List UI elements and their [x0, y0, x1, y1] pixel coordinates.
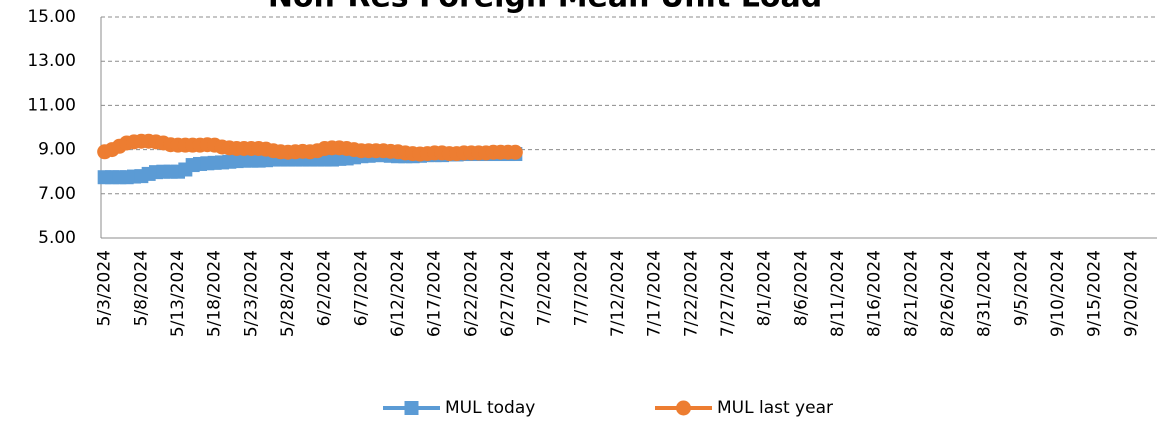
x-tick-label: 8/11/2024: [828, 250, 848, 337]
x-tick-label: 6/17/2024: [425, 250, 445, 337]
legend-label: MUL today: [445, 398, 535, 418]
y-tick-label: 9.00: [38, 140, 76, 160]
x-tick-label: 9/5/2024: [1011, 250, 1031, 326]
x-tick-label: 6/12/2024: [388, 250, 408, 337]
x-tick-label: 7/22/2024: [681, 250, 701, 337]
x-tick-label: 7/17/2024: [645, 250, 665, 337]
x-tick-label: 5/13/2024: [168, 250, 188, 337]
x-tick-label: 8/16/2024: [865, 250, 885, 337]
x-tick-label: 8/31/2024: [975, 250, 995, 337]
x-tick-label: 6/7/2024: [351, 250, 371, 326]
x-tick-label: 6/2/2024: [315, 250, 335, 326]
y-tick-label: 7.00: [38, 184, 76, 204]
chart-title: Non-Res Foreign Mean Unit Load: [268, 0, 822, 15]
x-tick-label: 6/22/2024: [461, 250, 481, 337]
legend-label: MUL last year: [717, 398, 833, 418]
x-tick-label: 5/3/2024: [95, 250, 115, 326]
x-tick-label: 7/27/2024: [718, 250, 738, 337]
x-tick-label: 8/6/2024: [791, 250, 811, 326]
legend-marker: [676, 400, 691, 416]
x-tick-label: 9/20/2024: [1121, 250, 1141, 337]
x-tick-label: 8/26/2024: [938, 250, 958, 337]
x-tick-label: 9/10/2024: [1048, 250, 1068, 337]
y-tick-label: 13.00: [27, 51, 76, 71]
x-tick-label: 5/23/2024: [241, 250, 261, 337]
x-tick-label: 5/28/2024: [278, 250, 298, 337]
data-point: [507, 144, 523, 160]
x-tick-label: 7/12/2024: [608, 250, 628, 337]
x-tick-label: 9/15/2024: [1085, 250, 1105, 337]
x-tick-label: 5/8/2024: [131, 250, 151, 326]
x-tick-label: 6/27/2024: [498, 250, 518, 337]
x-tick-label: 7/2/2024: [535, 250, 555, 326]
x-tick-label: 7/7/2024: [571, 250, 591, 326]
y-tick-label: 5.00: [38, 228, 76, 248]
x-tick-label: 8/21/2024: [901, 250, 921, 337]
y-tick-label: 11.00: [27, 95, 76, 115]
x-tick-label: 5/18/2024: [205, 250, 225, 337]
x-tick-label: 8/1/2024: [755, 250, 775, 326]
y-tick-label: 15.00: [27, 7, 76, 27]
legend-marker: [404, 401, 419, 415]
